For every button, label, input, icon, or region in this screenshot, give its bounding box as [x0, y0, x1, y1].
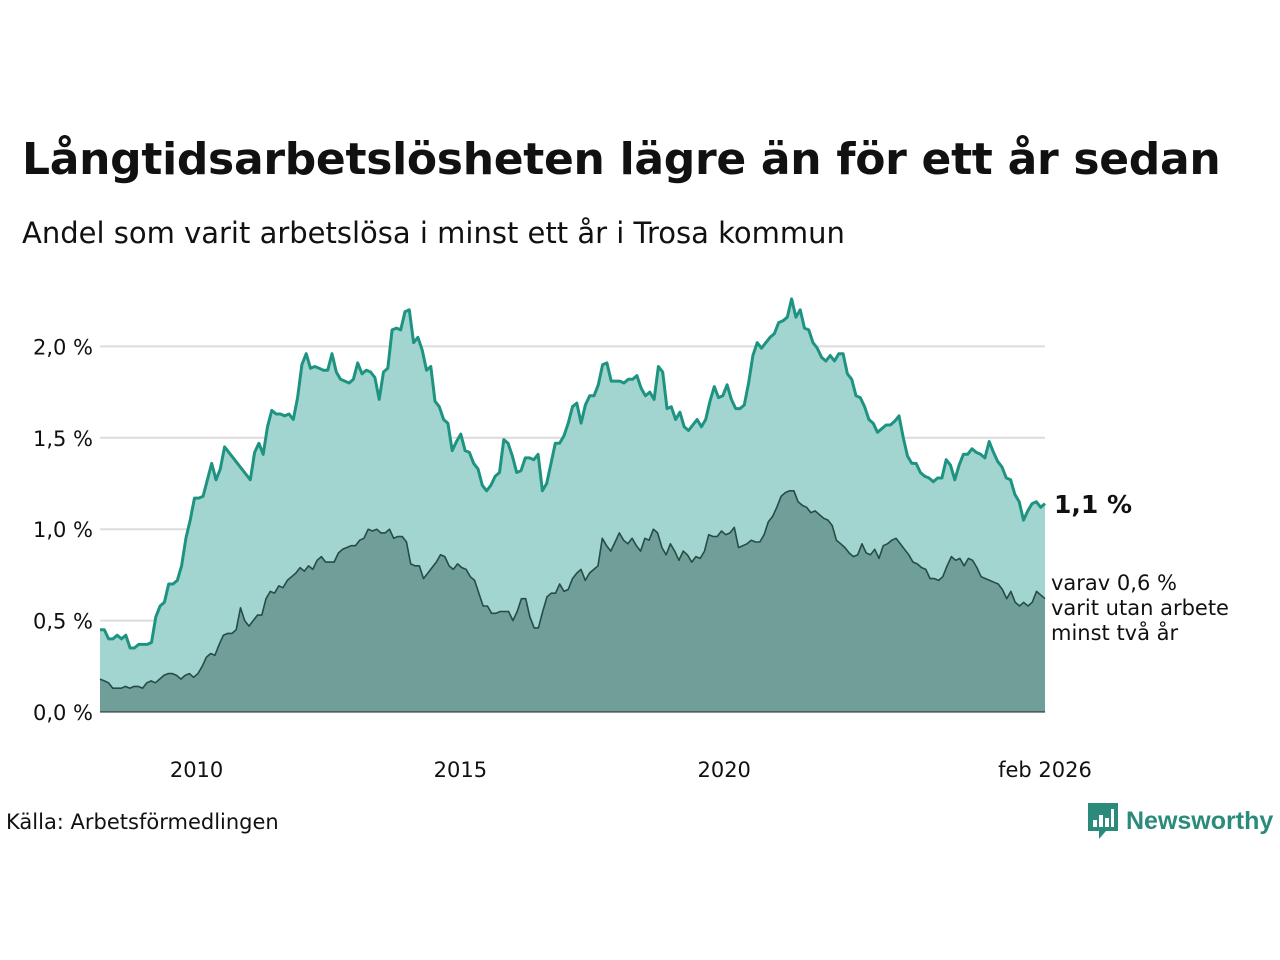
x-tick-label: feb 2026	[998, 758, 1092, 782]
chart-title: Långtidsarbetslösheten lägre än för ett …	[22, 134, 1221, 185]
line-sub-series	[99, 490, 1046, 689]
end-label-sub-line: minst två år	[1051, 620, 1179, 645]
y-tick-label: 0,0 %	[33, 701, 93, 725]
y-tick-label: 0,5 %	[33, 610, 93, 634]
y-tick-label: 1,5 %	[33, 427, 93, 451]
end-label-sub: varav 0,6 % varit utan arbete minst två år	[1051, 571, 1229, 645]
line-main-series	[100, 297, 1046, 650]
newsworthy-logo-icon	[1088, 803, 1118, 839]
chart-subtitle: Andel som varit arbetslösa i minst ett å…	[22, 216, 845, 250]
y-tick-label: 2,0 %	[33, 335, 93, 359]
x-axis-ticks: 2010 2015 2020 feb 2026	[170, 758, 1092, 782]
y-tick-label: 1,0 %	[33, 518, 93, 542]
x-tick-label: 2010	[170, 758, 223, 782]
brand-logo[interactable]: Newsworthy	[1088, 803, 1273, 839]
source-note: Källa: Arbetsförmedlingen	[6, 810, 279, 834]
y-axis-ticks: 0,0 % 0,5 % 1,0 % 1,5 % 2,0 %	[33, 335, 93, 725]
x-tick-label: 2020	[697, 758, 750, 782]
x-tick-label: 2015	[434, 758, 487, 782]
end-label-main: 1,1 %	[1054, 490, 1132, 519]
area-sub-series	[100, 490, 1045, 712]
end-label-sub-line: varav 0,6 %	[1051, 571, 1177, 595]
end-label-sub-line: varit utan arbete	[1051, 596, 1229, 620]
brand-name: Newsworthy	[1126, 806, 1274, 835]
